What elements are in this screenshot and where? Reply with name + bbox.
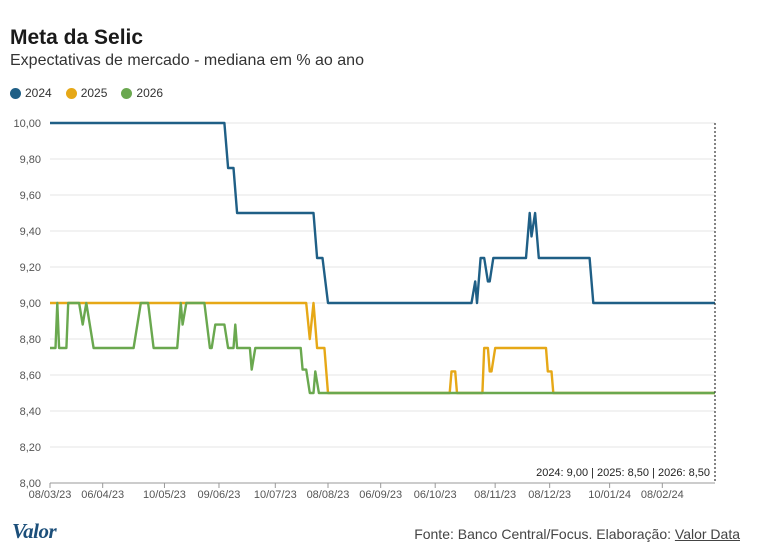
legend-label-2026: 2026 [136,86,164,100]
y-tick-label: 8,20 [20,442,41,454]
x-tick-label: 10/05/23 [143,489,186,501]
x-tick-label: 10/01/24 [588,489,631,501]
y-tick-label: 9,20 [20,262,41,274]
x-tick-label: 08/12/23 [528,489,571,501]
legend-item-2026[interactable]: 2026 [121,86,163,100]
legend-item-2024[interactable]: 2024 [10,86,52,100]
y-tick-label: 8,60 [20,370,41,382]
y-tick-label: 10,00 [13,118,41,130]
source-link[interactable]: Valor Data [674,526,740,542]
x-tick-label: 08/02/24 [641,489,684,501]
axes: 10,00 9,80 9,60 9,40 9,20 9,00 8,80 8,60 8,40 8,2… [13,118,715,501]
x-tick-label: 08/11/23 [474,489,516,501]
source-text: Fonte: Banco Central/Focus. Elaboração: [414,526,675,542]
legend-dot-2024 [10,87,21,99]
y-tick-label: 8,80 [20,334,41,346]
legend-item-2025[interactable]: 2025 [65,86,108,100]
x-tick-label: 09/06/23 [198,489,241,501]
y-tick-label: 8,00 [20,478,41,490]
x-tick-label: 10/07/23 [254,489,297,501]
chart-subtitle: Expectativas de mercado - mediana em % a… [10,52,364,69]
series-lines [50,121,715,395]
x-tick-label: 08/03/23 [29,489,72,501]
annotation-layer: 2024: 9,00 | 2025: 8,50 | 2026: 8,50 [536,123,716,483]
line-chart: 10,00 9,80 9,60 9,40 9,20 9,00 8,80 8,60 8,40 8,2… [13,118,716,501]
legend: 2024 2025 2026 [10,86,163,100]
legend-dot-2025 [65,87,77,99]
x-tick-label: 06/04/23 [81,489,124,501]
x-tick-label: 08/08/23 [307,489,350,501]
x-tick-label: 06/10/23 [414,489,457,501]
latest-values-annotation: 2024: 9,00 | 2025: 8,50 | 2026: 8,50 [536,467,710,479]
valor-logo: Valor [12,519,57,543]
legend-dot-2026 [121,87,133,99]
series-line-2026 [50,301,715,395]
x-tick-label: 06/09/23 [359,489,402,501]
source-note: Fonte: Banco Central/Focus. Elaboração: … [414,526,740,542]
legend-label-2024: 2024 [25,86,52,100]
y-tick-label: 9,80 [20,154,41,166]
y-tick-label: 8,40 [20,406,41,418]
series-line-2024 [50,121,715,305]
legend-label-2025: 2025 [80,86,108,100]
y-tick-label: 9,40 [20,226,41,238]
y-tick-label: 9,00 [20,298,41,310]
chart-title: Meta da Selic [10,26,144,49]
y-tick-label: 9,60 [20,190,41,202]
